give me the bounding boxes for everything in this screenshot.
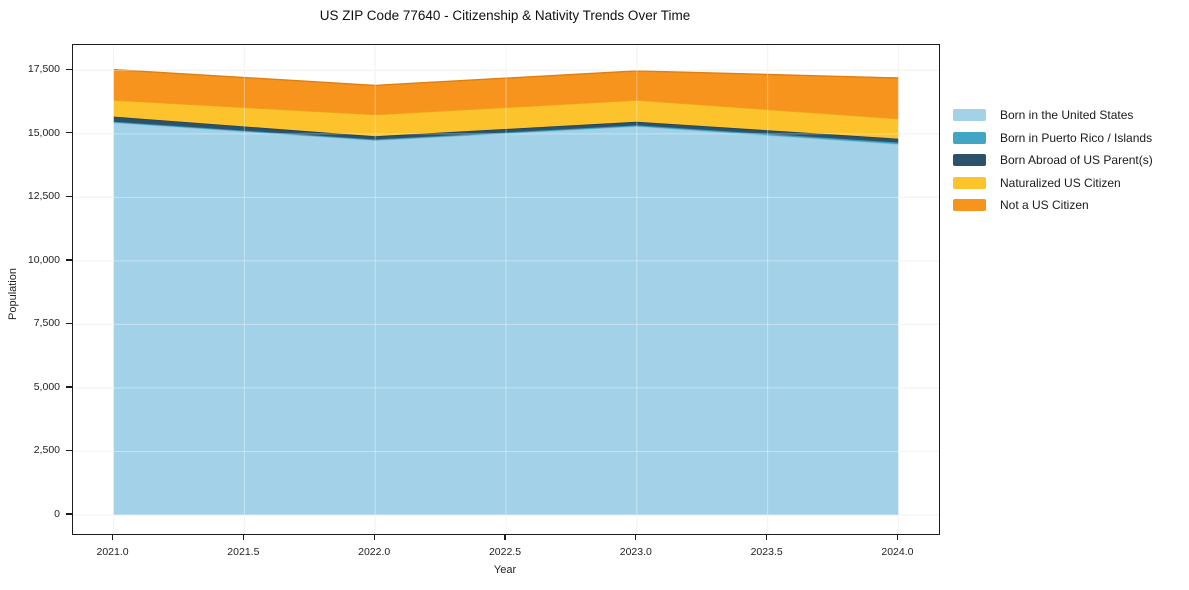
y-tickmark <box>66 195 72 197</box>
legend-item: Not a US Citizen <box>953 194 1153 217</box>
x-tick-label: 2022.0 <box>358 546 391 558</box>
chart-title: US ZIP Code 77640 - Citizenship & Nativi… <box>319 8 691 23</box>
legend-item: Born Abroad of US Parent(s) <box>953 149 1153 172</box>
legend-swatch <box>953 176 986 189</box>
legend-label: Born in Puerto Rico / Islands <box>1000 130 1153 145</box>
y-tickmark <box>66 132 72 134</box>
x-tick-label: 2021.0 <box>96 546 129 558</box>
legend-item: Born in Puerto Rico / Islands <box>953 127 1153 150</box>
x-tickmark <box>504 534 506 541</box>
y-tickmark <box>66 68 72 70</box>
x-tickmark <box>896 534 899 541</box>
x-tickmark <box>111 534 114 541</box>
legend-label: Naturalized US Citizen <box>1000 175 1121 190</box>
legend-swatch <box>953 109 986 122</box>
stacked-area-svg <box>73 45 939 534</box>
y-tickmark <box>66 513 72 515</box>
y-tickmark <box>66 449 72 452</box>
x-tickmark <box>373 534 375 541</box>
x-tickmark <box>766 534 768 541</box>
legend-item: Naturalized US Citizen <box>953 172 1153 195</box>
legend: Born in the United States Born in Puerto … <box>953 104 1153 217</box>
y-axis-label: Population <box>7 268 19 320</box>
y-tick-label: 2,500 <box>33 444 60 457</box>
legend-label: Born in the United States <box>1000 108 1134 123</box>
x-tickmark <box>242 534 244 541</box>
x-tick-label: 2021.5 <box>227 546 260 558</box>
x-tick-label: 2022.5 <box>488 546 522 558</box>
x-tick-label: 2024.0 <box>881 546 914 558</box>
y-tick-label: 7,500 <box>33 317 60 330</box>
legend-label: Not a US Citizen <box>1000 198 1089 213</box>
legend-swatch <box>953 154 986 167</box>
legend-label: Born Abroad of US Parent(s) <box>1000 153 1153 168</box>
y-tick-label: 17,500 <box>27 63 60 76</box>
y-tickmark <box>66 259 72 261</box>
legend-swatch <box>953 131 986 144</box>
y-tick-label: 10,000 <box>27 253 60 266</box>
y-tick-label: 0 <box>54 507 60 520</box>
y-tickmark <box>66 386 72 388</box>
x-tickmark <box>635 534 637 541</box>
plot-area <box>72 44 940 535</box>
area-series <box>113 100 899 139</box>
y-tick-label: 5,000 <box>33 380 60 393</box>
legend-swatch <box>953 199 986 212</box>
y-tick-label: 15,000 <box>27 126 60 139</box>
x-tick-label: 2023.5 <box>750 546 783 558</box>
x-tick-label: 2023.0 <box>619 546 652 558</box>
x-axis-label: Year <box>493 564 517 576</box>
legend-item: Born in the United States <box>953 104 1153 127</box>
area-series <box>113 122 899 515</box>
y-tick-label: 12,500 <box>27 190 60 203</box>
y-tickmark <box>66 322 72 325</box>
